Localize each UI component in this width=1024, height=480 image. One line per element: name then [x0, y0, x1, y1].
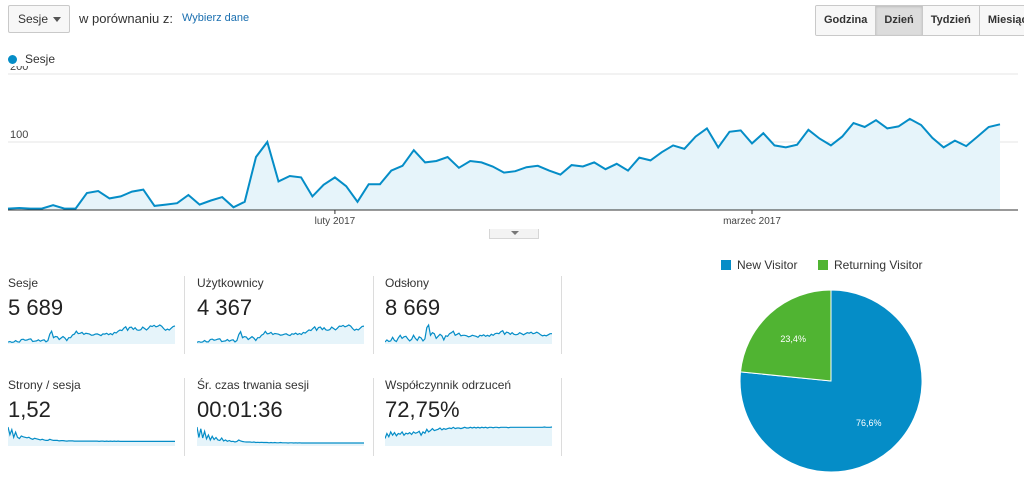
- metric-select-value: Sesje: [18, 12, 49, 26]
- x-tick-label: luty 2017: [315, 216, 356, 227]
- sessions-chart[interactable]: 200 100 luty 2017 marzec 2017: [0, 66, 1024, 230]
- metric-value: 72,75%: [385, 397, 460, 422]
- series-dot-icon: [8, 55, 17, 64]
- metric-select[interactable]: Sesje: [8, 5, 70, 33]
- divider: [184, 378, 185, 456]
- metric-sparkline: [385, 323, 552, 344]
- pie-legend-new-label: New Visitor: [737, 258, 798, 272]
- granularity-buttons: Godzina Dzień Tydzień Miesiąc: [815, 5, 1024, 36]
- metric-value: 8 669: [385, 295, 441, 320]
- x-tick-label: marzec 2017: [723, 216, 781, 227]
- metric-value: 00:01:36: [197, 397, 283, 422]
- granularity-button-1[interactable]: Dzień: [875, 6, 922, 35]
- granularity-button-2[interactable]: Tydzień: [921, 6, 979, 35]
- metric-sparkline: [385, 426, 553, 446]
- divider: [373, 378, 374, 456]
- metric-card[interactable]: Użytkownicy 4 367: [197, 276, 374, 354]
- divider: [561, 276, 562, 354]
- sparkline-line: [385, 323, 552, 343]
- pie-legend-returning-label: Returning Visitor: [834, 258, 923, 272]
- sparkline-line: [8, 426, 175, 443]
- toolbar: Sesje w porównaniu z: Wybierz dane Godzi…: [0, 0, 1024, 40]
- metric-label: Współczynnik odrzuceń: [385, 378, 512, 392]
- divider: [373, 276, 374, 354]
- metric-sparkline: [8, 426, 175, 446]
- legend-swatch-icon: [721, 260, 731, 270]
- metric-value: 1,52: [8, 397, 51, 422]
- sparkline-area: [385, 427, 552, 446]
- metric-label: Odsłony: [385, 276, 430, 290]
- metric-card[interactable]: Odsłony 8 669: [385, 276, 562, 354]
- metric-sparkline: [197, 324, 365, 344]
- divider: [561, 378, 562, 456]
- metric-value: 5 689: [8, 295, 64, 320]
- sparkline-line: [197, 426, 364, 444]
- legend-swatch-icon: [818, 260, 828, 270]
- chart-collapse-toggle[interactable]: [489, 229, 539, 239]
- y-tick-label: 100: [10, 129, 28, 141]
- metric-sparkline: [197, 426, 364, 446]
- metric-card[interactable]: Współczynnik odrzuceń 72,75%: [385, 378, 562, 456]
- sparkline-line: [8, 324, 176, 344]
- metric-label: Sesje: [8, 276, 39, 290]
- pie-slice[interactable]: [739, 289, 832, 382]
- pie-legend-new: New Visitor: [721, 258, 797, 272]
- sparkline-area: [197, 427, 364, 446]
- series-area: [8, 118, 1000, 210]
- metric-card[interactable]: Sesje 5 689: [8, 276, 185, 354]
- metric-label: Strony / sesja: [8, 378, 81, 392]
- visitor-pie-chart[interactable]: 76,6% 23,4%: [736, 286, 926, 476]
- sparkline-area: [8, 427, 175, 446]
- chart-legend: Sesje: [8, 52, 55, 66]
- pie-slice-label: 76,6%: [856, 418, 882, 428]
- granularity-button-0[interactable]: Godzina: [816, 6, 876, 35]
- chevron-down-icon: [511, 231, 519, 235]
- y-tick-label: 200: [10, 66, 28, 73]
- compare-label: w porównaniu z:: [79, 11, 173, 26]
- pie-legend-returning: Returning Visitor: [818, 258, 923, 272]
- granularity-button-3[interactable]: Miesiąc: [978, 6, 1024, 35]
- metric-card[interactable]: Strony / sesja 1,52: [8, 378, 185, 456]
- metric-value: 4 367: [197, 295, 253, 320]
- metric-label: Śr. czas trwania sesji: [197, 378, 310, 392]
- divider: [184, 276, 185, 354]
- pie-slice-label: 23,4%: [780, 334, 806, 344]
- sparkline-line: [197, 324, 365, 343]
- metric-sparkline: [8, 324, 176, 344]
- compare-link[interactable]: Wybierz dane: [182, 12, 250, 24]
- metric-card[interactable]: Śr. czas trwania sesji 00:01:36: [197, 378, 374, 456]
- legend-series-name: Sesje: [25, 52, 56, 66]
- chevron-down-icon: [53, 17, 61, 22]
- sparkline-line: [385, 426, 553, 439]
- metric-label: Użytkownicy: [197, 276, 264, 290]
